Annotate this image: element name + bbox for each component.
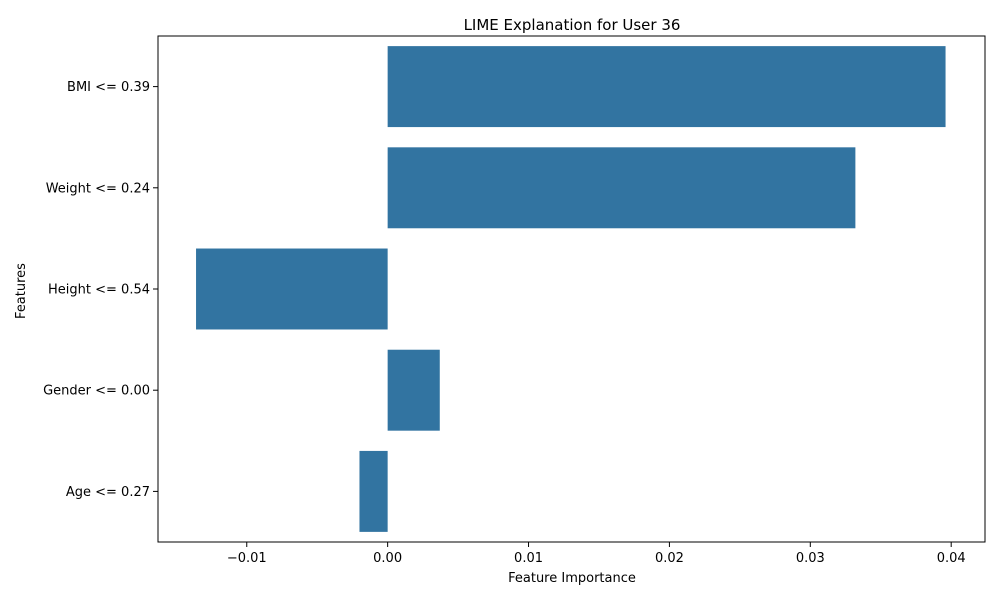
chart-title: LIME Explanation for User 36 (464, 16, 681, 34)
x-tick-label-0: −0.01 (227, 551, 267, 566)
x-tick-label-4: 0.03 (796, 551, 825, 566)
y-tick-label-3: Gender <= 0.00 (43, 384, 150, 399)
bar-0 (387, 46, 946, 128)
bar-1 (387, 147, 856, 229)
bar-2 (196, 248, 388, 330)
x-tick-label-2: 0.01 (514, 551, 543, 566)
plot-frame (157, 35, 986, 543)
x-tick-label-5: 0.04 (937, 551, 966, 566)
y-tick-label-0: BMI <= 0.39 (67, 80, 150, 95)
x-tick-label-3: 0.02 (655, 551, 684, 566)
x-tick-label-1: 0.00 (373, 551, 402, 566)
bars-layer (196, 46, 946, 532)
y-axis-label: Features (14, 263, 29, 319)
y-tick-label-1: Weight <= 0.24 (46, 181, 150, 196)
y-tick-label-2: Height <= 0.54 (48, 283, 150, 298)
x-axis-label: Feature Importance (508, 571, 636, 586)
axes-layer: BMI <= 0.39 Weight <= 0.24 Height <= 0.54 G… (43, 35, 986, 566)
y-tick-label-4: Age <= 0.27 (66, 485, 150, 500)
bar-3 (387, 349, 440, 431)
bar-4 (359, 450, 388, 532)
